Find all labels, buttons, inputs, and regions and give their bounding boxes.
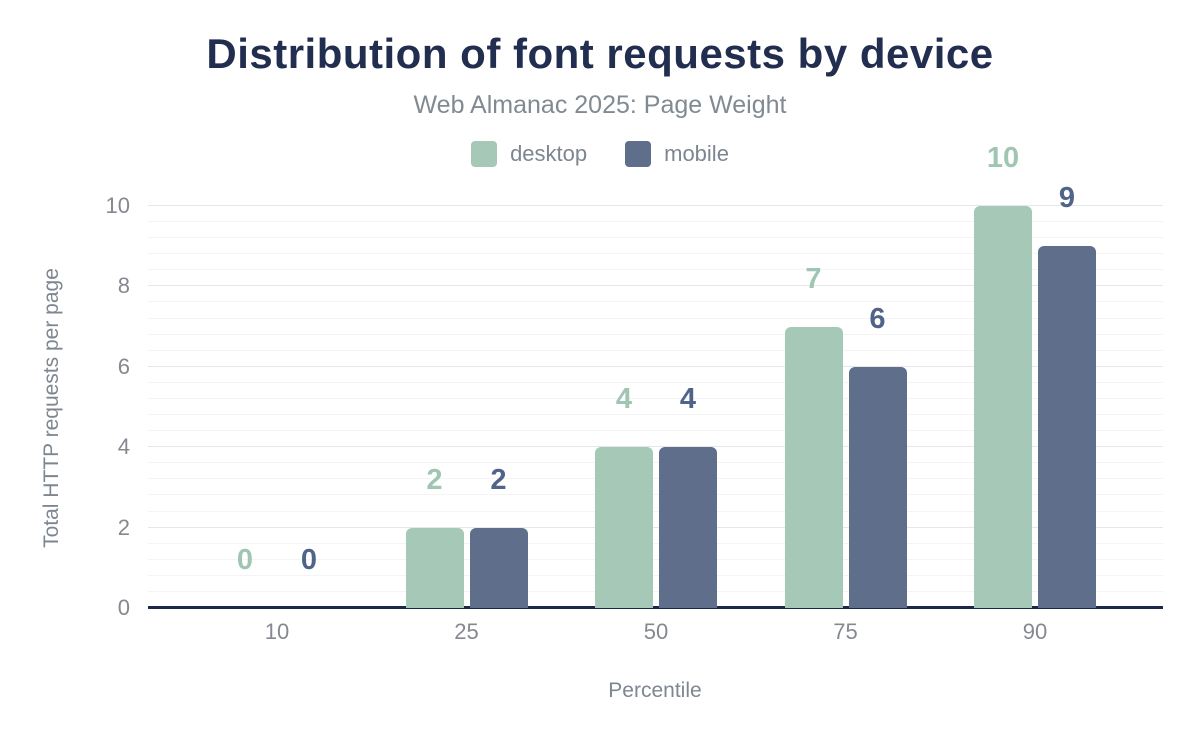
y-tick-label: 8 bbox=[117, 273, 130, 299]
gridline-minor bbox=[148, 349, 1163, 351]
x-axis-title: Percentile bbox=[608, 679, 702, 702]
gridline-minor bbox=[148, 269, 1163, 271]
x-tick-label: 50 bbox=[643, 619, 669, 644]
x-tick-label: 25 bbox=[454, 619, 479, 644]
gridline-minor bbox=[148, 558, 1163, 560]
gridline-minor bbox=[148, 253, 1163, 255]
bar-mobile-p90[interactable] bbox=[1038, 246, 1096, 608]
bar-desktop-p90[interactable] bbox=[974, 206, 1032, 608]
legend-item-mobile[interactable]: mobile bbox=[625, 141, 729, 167]
gridline-minor bbox=[148, 510, 1163, 512]
legend-item-desktop[interactable]: desktop bbox=[471, 141, 587, 167]
gridline-major bbox=[148, 365, 1163, 367]
value-label-mobile-p25: 2 bbox=[490, 463, 507, 496]
value-label-mobile-p50: 4 bbox=[679, 383, 697, 416]
y-tick-label: 4 bbox=[117, 434, 130, 460]
desktop-swatch-icon bbox=[471, 141, 498, 167]
gridline-major bbox=[148, 446, 1163, 448]
y-tick-label: 2 bbox=[117, 514, 130, 540]
plot-area: 0 2 4 6 8 10 10 0 0 25 2 2 50 4 4 75 7 6 90 10 9 bbox=[106, 144, 1163, 644]
gridline-major bbox=[148, 526, 1163, 528]
gridline-minor bbox=[148, 430, 1163, 432]
chart-subtitle: Web Almanac 2025: Page Weight bbox=[413, 91, 787, 119]
gridline-minor bbox=[148, 333, 1163, 335]
bar-desktop-p50[interactable] bbox=[595, 447, 653, 608]
y-axis-title: Total HTTP requests per page bbox=[40, 268, 63, 548]
value-label-mobile-p10: 0 bbox=[300, 544, 318, 576]
gridline-minor bbox=[148, 494, 1163, 496]
x-axis-line bbox=[148, 606, 1163, 609]
value-label-desktop-p75: 7 bbox=[805, 262, 822, 295]
gridline-minor bbox=[148, 221, 1163, 223]
x-tick-label: 75 bbox=[833, 619, 858, 644]
gridline-minor bbox=[148, 381, 1163, 383]
y-tick-label: 0 bbox=[117, 595, 130, 620]
gridline-major bbox=[148, 285, 1163, 287]
value-label-mobile-p90: 9 bbox=[1058, 182, 1076, 215]
bar-desktop-p25[interactable] bbox=[405, 527, 464, 608]
gridline-minor bbox=[148, 301, 1163, 303]
bar-mobile-p50[interactable] bbox=[659, 447, 717, 608]
chart-title: Distribution of font requests by device bbox=[206, 30, 994, 77]
value-label-desktop-p90: 10 bbox=[986, 142, 1020, 174]
gridline-minor bbox=[148, 237, 1163, 239]
bar-mobile-p75[interactable] bbox=[848, 366, 907, 608]
x-tick-label: 10 bbox=[264, 619, 290, 644]
gridline-minor bbox=[148, 574, 1163, 576]
gridline-minor bbox=[148, 317, 1163, 319]
legend-label-mobile: mobile bbox=[664, 141, 729, 166]
gridline-minor bbox=[148, 542, 1163, 544]
y-tick-label: 10 bbox=[105, 193, 130, 218]
value-label-mobile-p75: 6 bbox=[869, 302, 886, 335]
gridline-minor bbox=[148, 397, 1163, 399]
bar-desktop-p75[interactable] bbox=[784, 326, 843, 608]
gridline-major bbox=[148, 205, 1163, 206]
legend: desktop mobile bbox=[0, 141, 1200, 167]
mobile-swatch-icon bbox=[625, 141, 652, 167]
gridline-minor bbox=[148, 478, 1163, 480]
value-label-desktop-p25: 2 bbox=[426, 463, 443, 496]
gridline-minor bbox=[148, 590, 1163, 592]
x-tick-label: 90 bbox=[1022, 619, 1048, 644]
y-tick-label: 6 bbox=[117, 353, 130, 379]
bar-mobile-p25[interactable] bbox=[469, 527, 528, 608]
value-label-desktop-p10: 0 bbox=[236, 544, 254, 576]
legend-label-desktop: desktop bbox=[510, 141, 588, 166]
gridline-minor bbox=[148, 462, 1163, 464]
gridline-minor bbox=[148, 414, 1163, 416]
value-label-desktop-p50: 4 bbox=[615, 383, 633, 416]
